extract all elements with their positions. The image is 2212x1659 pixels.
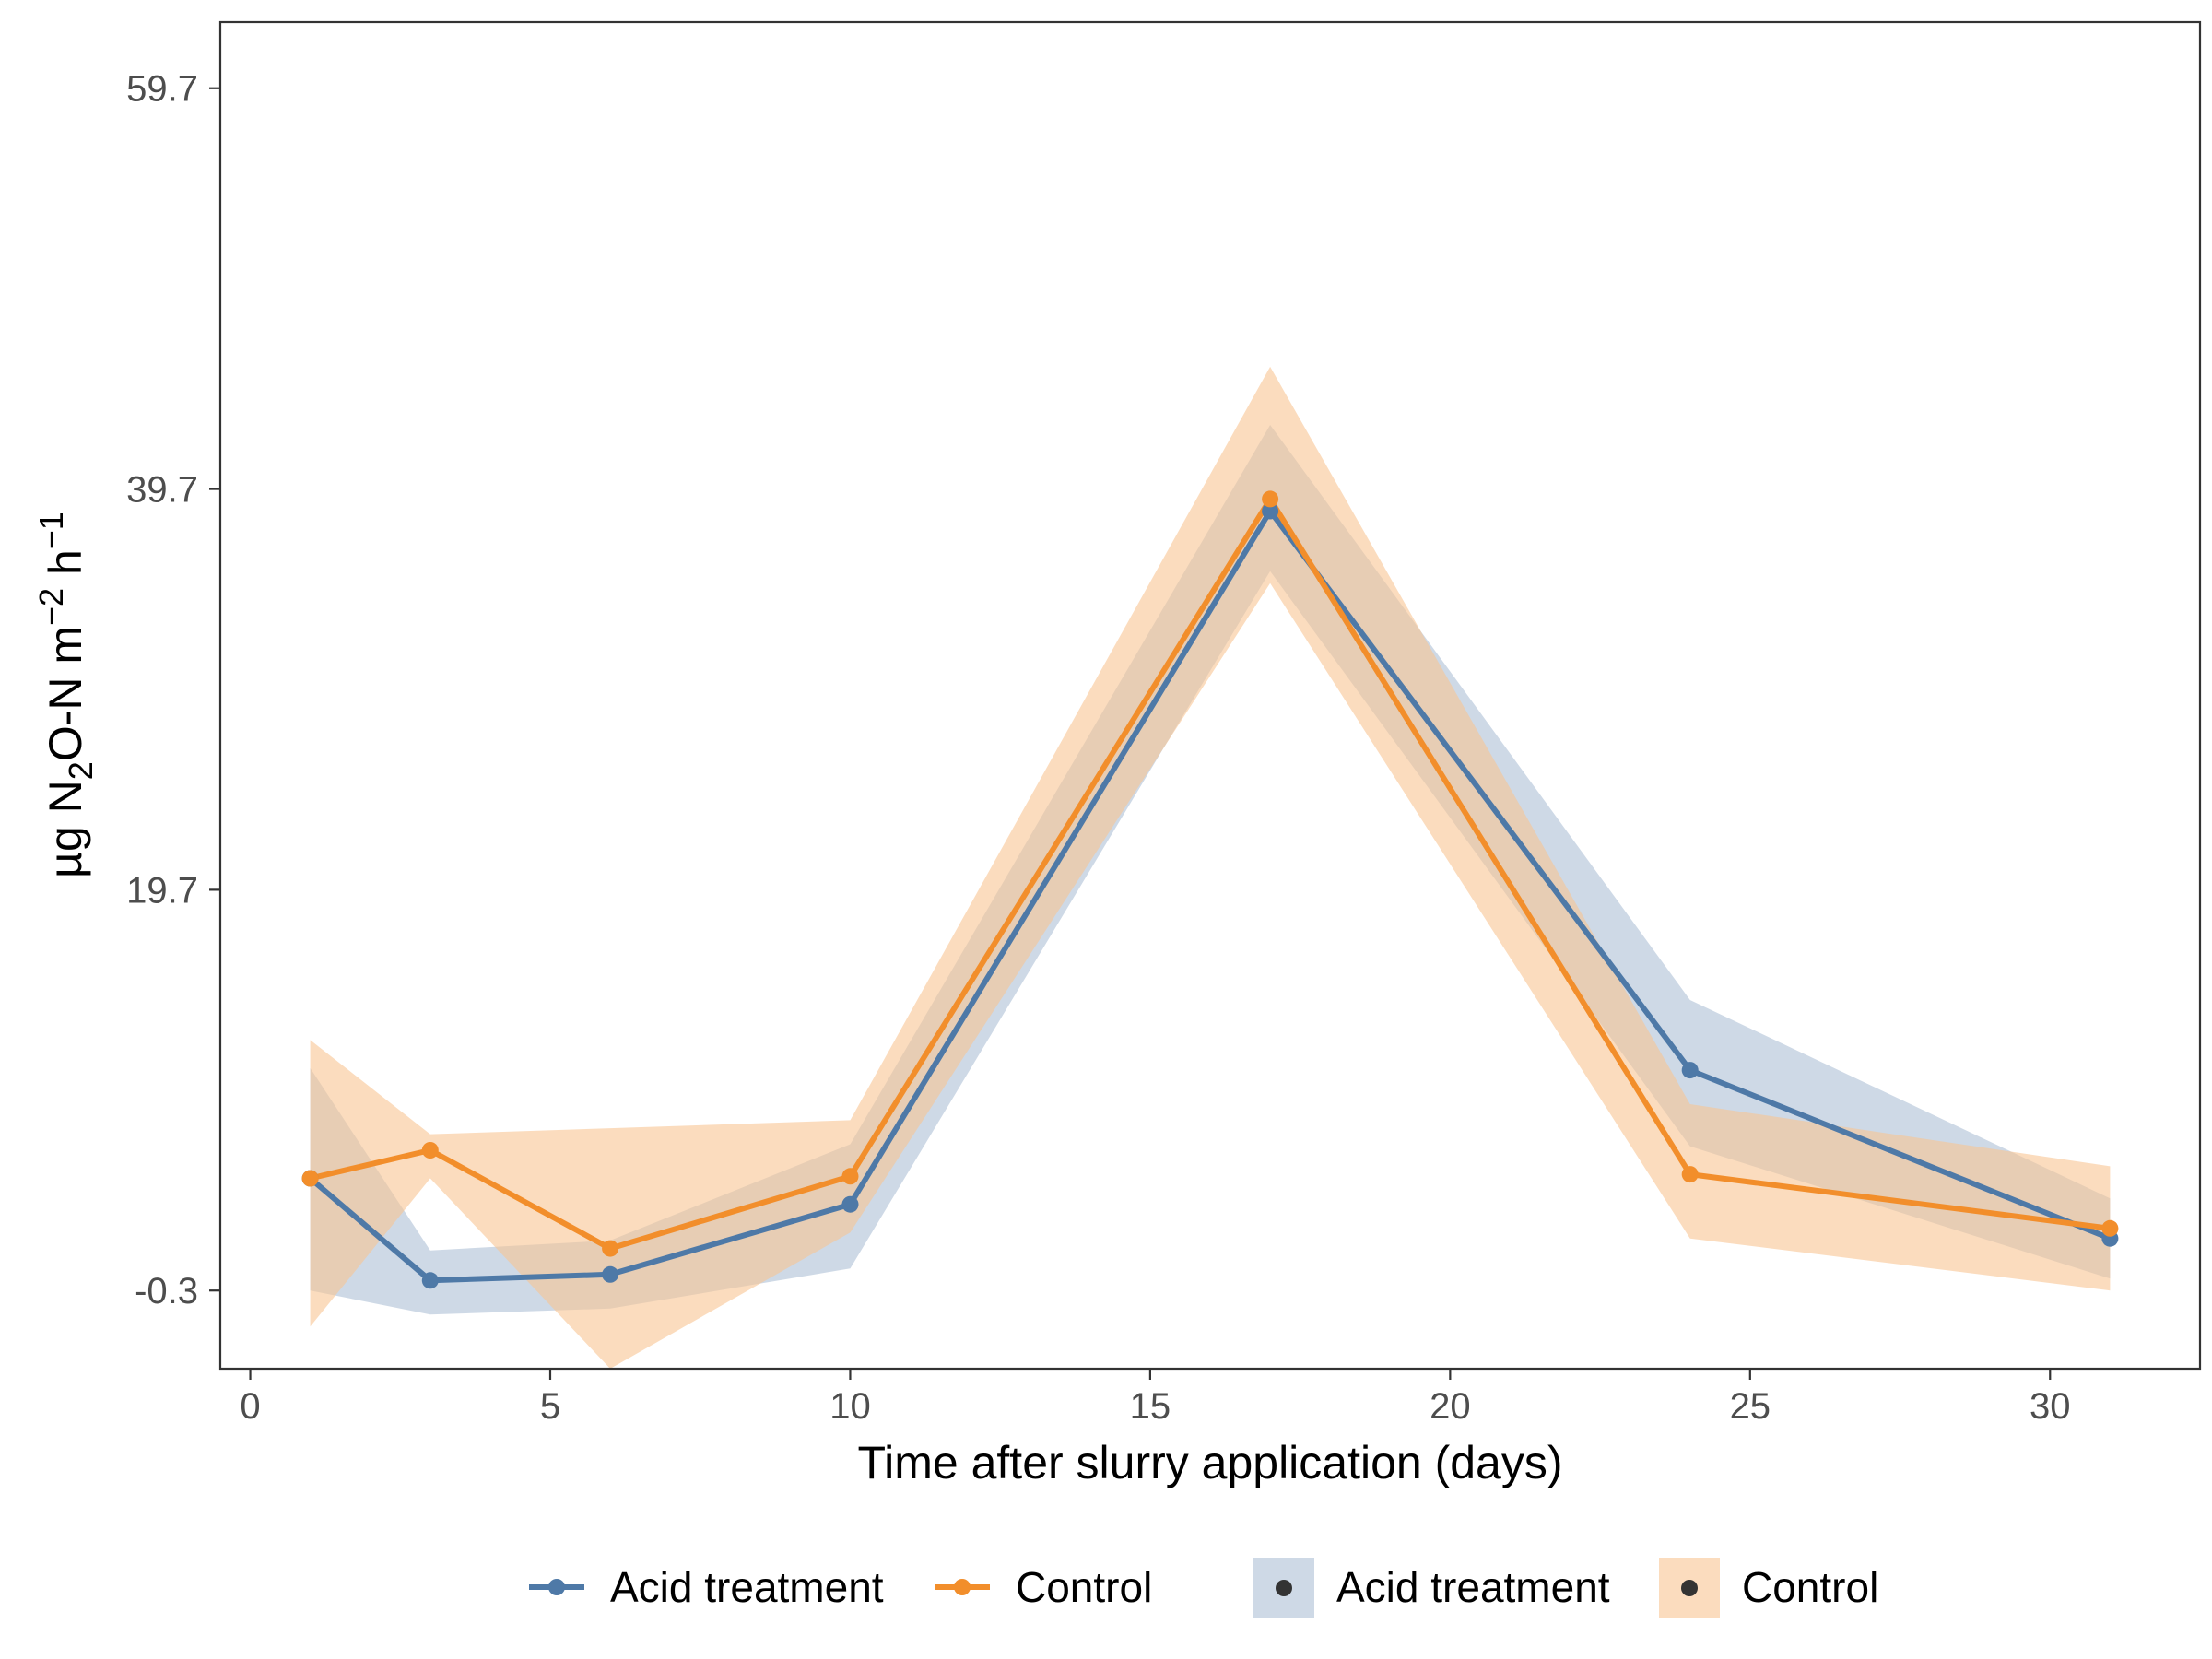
x-tick-label: 5: [540, 1386, 560, 1427]
x-axis: 0 5 10 15 20 25 30: [240, 1369, 2071, 1427]
legend-line-key-acid: [529, 1579, 584, 1595]
x-tick-label: 0: [240, 1386, 260, 1427]
legend: Acid treatment Control Acid treatment Co…: [529, 1558, 1878, 1618]
point-acid: [602, 1265, 619, 1283]
y-tick-label: -0.3: [135, 1271, 198, 1312]
x-tick-label: 30: [2030, 1386, 2071, 1427]
point-control: [841, 1168, 859, 1185]
legend-label-line-acid: Acid treatment: [610, 1563, 884, 1611]
x-tick-label: 25: [1730, 1386, 1771, 1427]
point-control: [301, 1170, 319, 1187]
legend-label-fill-control: Control: [1742, 1563, 1878, 1611]
point-control: [1681, 1166, 1699, 1183]
legend-line-key-control: [935, 1579, 990, 1595]
ribbon-control: [310, 366, 2111, 1369]
x-tick-label: 15: [1130, 1386, 1171, 1427]
legend-label-line-control: Control: [1016, 1563, 1152, 1611]
point-acid: [421, 1272, 439, 1289]
point-control: [602, 1240, 619, 1257]
y-tick-label: 59.7: [126, 69, 198, 110]
y-axis-title: µg N2O-N m−2 h−1: [32, 512, 100, 878]
x-tick-label: 20: [1430, 1386, 1471, 1427]
plot-panel-border: [218, 20, 2202, 1371]
legend-fill-key-control: [1659, 1558, 1720, 1618]
point-acid: [1262, 502, 1279, 520]
point-acid: [841, 1195, 859, 1213]
confidence-ribbons: [310, 366, 2111, 1369]
point-acid: [1681, 1062, 1699, 1079]
y-tick-label: 19.7: [126, 870, 198, 911]
series-points: [301, 490, 2119, 1289]
x-axis-title: Time after slurry application (days): [857, 1437, 1562, 1488]
point-control: [2101, 1219, 2119, 1237]
point-control: [421, 1142, 439, 1159]
y-tick-label: 39.7: [126, 470, 198, 511]
x-tick-label: 10: [830, 1386, 871, 1427]
legend-label-fill-acid: Acid treatment: [1336, 1563, 1610, 1611]
point-control: [1262, 490, 1279, 508]
y-axis: -0.3 19.7 39.7 59.7: [126, 69, 220, 1312]
legend-fill-key-acid: [1253, 1558, 1314, 1618]
